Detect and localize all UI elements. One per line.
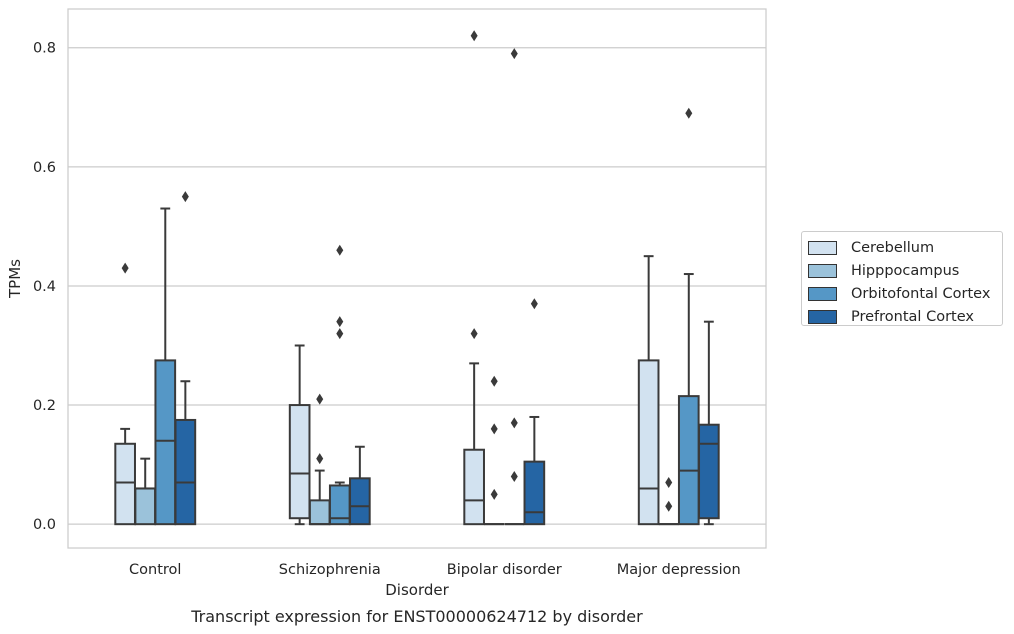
- box-body: [523, 460, 546, 526]
- chart-title: Transcript expression for ENST0000062471…: [190, 607, 643, 626]
- legend-swatch: [808, 263, 837, 278]
- box-cerebellum-1: [288, 344, 311, 526]
- legend-swatch: [808, 286, 837, 301]
- box-body: [698, 423, 720, 520]
- outlier-point: [490, 375, 498, 387]
- outlier-point: [470, 328, 478, 340]
- box-cerebellum-2: [463, 30, 485, 526]
- box-hipppocampus-3: [658, 476, 679, 526]
- box-prefrontal-cortex-0: [174, 191, 197, 526]
- box-body: [349, 477, 371, 526]
- box-orbitofontal-cortex-3: [677, 107, 700, 526]
- outlier-point: [490, 488, 498, 500]
- legend-label: Orbitofontal Cortex: [851, 285, 991, 302]
- box-body: [134, 487, 157, 526]
- box-prefrontal-cortex-1: [349, 445, 371, 526]
- box-body: [288, 404, 311, 520]
- y-tick-labels: 0.0 0.2 0.4 0.6 0.8: [33, 41, 56, 533]
- outlier-point: [336, 328, 344, 340]
- outlier-point: [510, 471, 518, 483]
- outlier-point: [316, 453, 324, 465]
- outlier-point: [316, 393, 324, 405]
- x-tick-label: Schizophrenia: [279, 562, 381, 578]
- outlier-point: [490, 423, 498, 435]
- legend-swatch: [808, 240, 837, 255]
- legend: Cerebellum Hipppocampus Orbitofontal Corte…: [801, 231, 1003, 326]
- y-tick-label: 0.0: [33, 517, 56, 533]
- outlier-point: [470, 30, 478, 42]
- x-tick-label: Control: [129, 562, 181, 578]
- box-cerebellum-0: [114, 262, 136, 526]
- legend-item: Cerebellum: [808, 236, 1002, 259]
- y-tick-label: 0.4: [33, 279, 56, 295]
- outlier-point: [121, 262, 129, 274]
- legend-swatch: [808, 309, 837, 324]
- y-tick-label: 0.8: [33, 41, 56, 57]
- x-axis-label: Disorder: [385, 581, 449, 599]
- legend-item: Prefrontal Cortex: [808, 305, 1002, 328]
- outlier-point: [181, 191, 189, 203]
- x-tick-labels: Control Schizophrenia Bipolar disorder Majo…: [129, 562, 741, 578]
- outlier-point: [336, 316, 344, 328]
- y-axis-label: TPMs: [6, 259, 24, 299]
- box-hipppocampus-1: [308, 393, 331, 526]
- box-body: [637, 359, 660, 526]
- outlier-point: [510, 417, 518, 429]
- outlier-point: [510, 48, 518, 60]
- legend-item: Hipppocampus: [808, 259, 1002, 282]
- box-prefrontal-cortex-2: [523, 298, 546, 526]
- outlier-point: [530, 298, 538, 310]
- box-cerebellum-3: [637, 255, 660, 526]
- box-body: [114, 442, 136, 526]
- legend-label: Cerebellum: [851, 239, 935, 256]
- box-body: [308, 499, 331, 526]
- outlier-point: [685, 107, 693, 119]
- plot-frame: [67, 8, 767, 549]
- box-body: [174, 418, 197, 526]
- y-tick-label: 0.6: [33, 160, 56, 176]
- box-prefrontal-cortex-3: [698, 320, 720, 526]
- x-tick-label: Bipolar disorder: [447, 562, 562, 578]
- box-body: [154, 359, 177, 526]
- box-hipppocampus-2: [484, 375, 505, 526]
- legend-item: Orbitofontal Cortex: [808, 282, 1002, 305]
- box-orbitofontal-cortex-0: [154, 207, 177, 526]
- legend-label: Prefrontal Cortex: [851, 308, 974, 325]
- outlier-point: [336, 244, 344, 256]
- box-body: [677, 395, 700, 526]
- y-tick-label: 0.2: [33, 398, 56, 414]
- x-tick-label: Major depression: [617, 562, 741, 578]
- legend-label: Hipppocampus: [851, 262, 960, 279]
- boxes: [114, 30, 720, 526]
- outlier-point: [665, 500, 673, 512]
- box-orbitofontal-cortex-2: [504, 48, 525, 526]
- box-hipppocampus-0: [134, 457, 157, 526]
- outlier-point: [665, 476, 673, 488]
- box-orbitofontal-cortex-1: [328, 244, 351, 526]
- box-body: [463, 448, 485, 526]
